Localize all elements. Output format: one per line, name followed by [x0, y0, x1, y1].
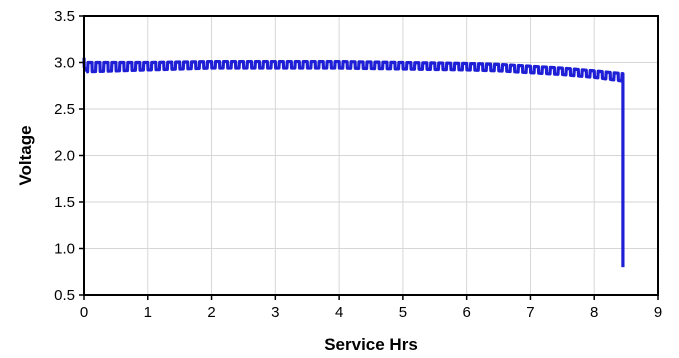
y-tick-label: 3.5	[54, 8, 75, 25]
x-tick-label: 8	[590, 304, 598, 321]
y-tick-label: 1.0	[54, 241, 75, 258]
voltage-series-line	[82, 57, 625, 268]
x-tick-label: 2	[207, 304, 215, 321]
x-axis-ticks: 0 1 2 3 4 5 6 7 8 9	[80, 295, 662, 321]
y-tick-label: 2.5	[54, 101, 75, 118]
series-area	[82, 57, 625, 268]
grid	[84, 16, 658, 295]
x-tick-label: 5	[399, 304, 407, 321]
x-tick-label: 1	[144, 304, 152, 321]
x-tick-label: 3	[271, 304, 279, 321]
x-axis-title: Service Hrs	[324, 335, 418, 354]
y-tick-label: 3.0	[54, 55, 75, 72]
y-axis-ticks: 0.5 1.0 1.5 2.0 2.5 3.0 3.5	[54, 8, 84, 304]
y-axis-title: Voltage	[16, 125, 35, 185]
y-tick-label: 2.0	[54, 148, 75, 165]
x-tick-label: 4	[335, 304, 343, 321]
x-tick-label: 7	[526, 304, 534, 321]
y-tick-label: 1.5	[54, 194, 75, 211]
x-tick-label: 0	[80, 304, 88, 321]
x-tick-label: 9	[654, 304, 662, 321]
y-tick-label: 0.5	[54, 287, 75, 304]
x-tick-label: 6	[462, 304, 470, 321]
